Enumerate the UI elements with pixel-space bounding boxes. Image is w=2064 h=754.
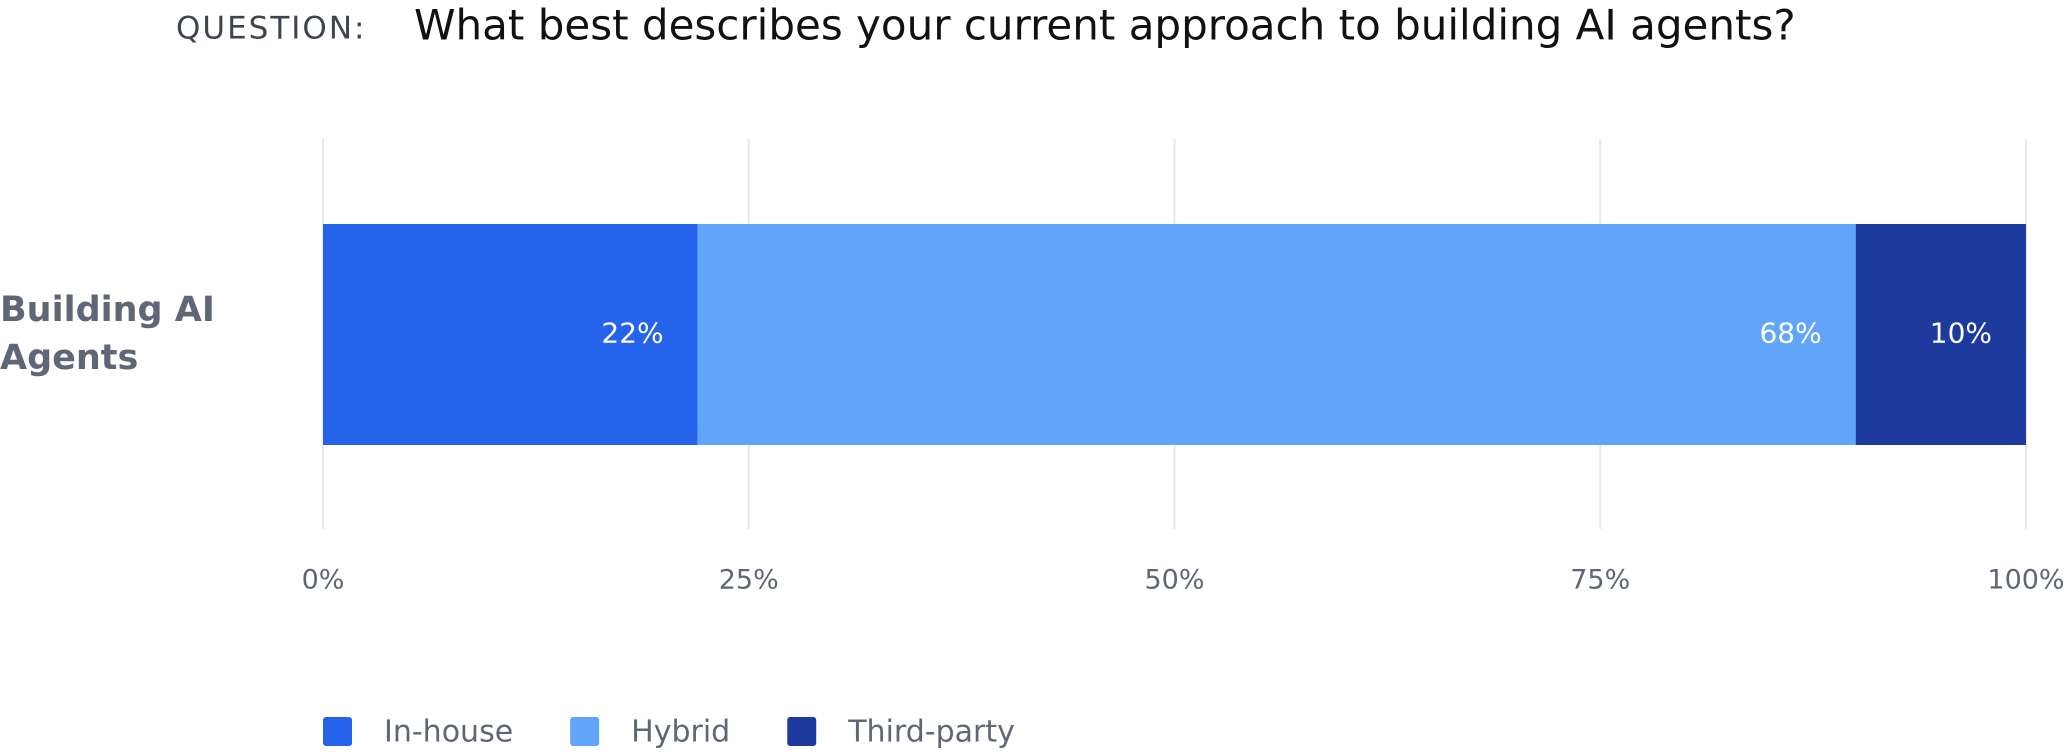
title-label: QUESTION: (176, 11, 366, 47)
legend-label: In-house (384, 715, 513, 750)
bar-segment (1855, 224, 2026, 445)
category-label: Building AI Agents (0, 290, 215, 378)
value-label: 22% (601, 317, 663, 350)
legend-label: Hybrid (631, 715, 730, 750)
x-tick-label: 25% (719, 565, 779, 596)
legend-swatch (323, 717, 352, 746)
bar-segment (323, 224, 698, 445)
bar-segment (697, 224, 1856, 445)
value-label: 68% (1759, 317, 1821, 350)
value-label: 10% (1930, 317, 1992, 350)
legend-swatch (787, 717, 817, 746)
legend-swatch (570, 717, 600, 746)
chart-title: What best describes your current approac… (414, 1, 1796, 50)
x-tick-label: 100% (1987, 565, 2064, 596)
x-tick-label: 75% (1570, 565, 1630, 596)
x-tick-label: 0% (302, 565, 345, 596)
x-tick-label: 50% (1144, 565, 1204, 596)
legend-label: Third-party (847, 715, 1015, 750)
